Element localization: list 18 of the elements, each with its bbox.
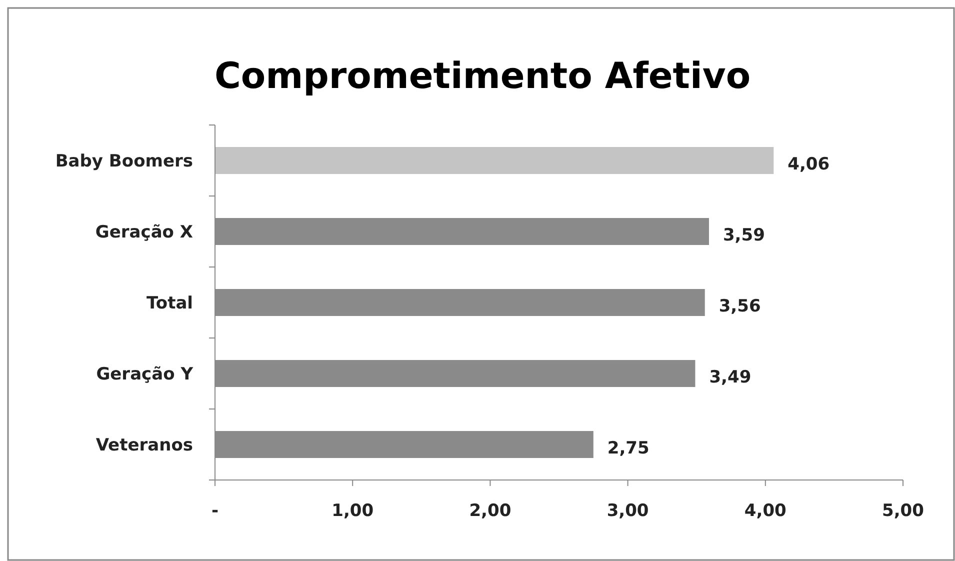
data-label: 4,06: [788, 154, 830, 174]
x-tick-label: 3,00: [606, 501, 649, 521]
chart-title: Comprometimento Afetivo: [214, 56, 751, 97]
data-label: 3,59: [722, 226, 765, 246]
data-label: 3,56: [718, 296, 761, 316]
x-tick-label: 4,00: [744, 501, 787, 521]
x-tick-label: -: [211, 501, 219, 521]
data-label: 3,49: [709, 368, 752, 388]
bar: [215, 147, 774, 174]
x-tick-label: 2,00: [469, 501, 512, 521]
x-tick-label: 5,00: [882, 501, 924, 521]
x-tick-label: 1,00: [332, 501, 374, 521]
y-tick-label: Geração X: [95, 222, 193, 242]
y-tick-label: Veteranos: [96, 436, 193, 456]
y-tick-label: Total: [146, 294, 193, 314]
data-label: 2,75: [607, 438, 650, 458]
y-tick-label: Baby Boomers: [55, 152, 193, 172]
y-tick-label: Geração Y: [96, 364, 194, 384]
